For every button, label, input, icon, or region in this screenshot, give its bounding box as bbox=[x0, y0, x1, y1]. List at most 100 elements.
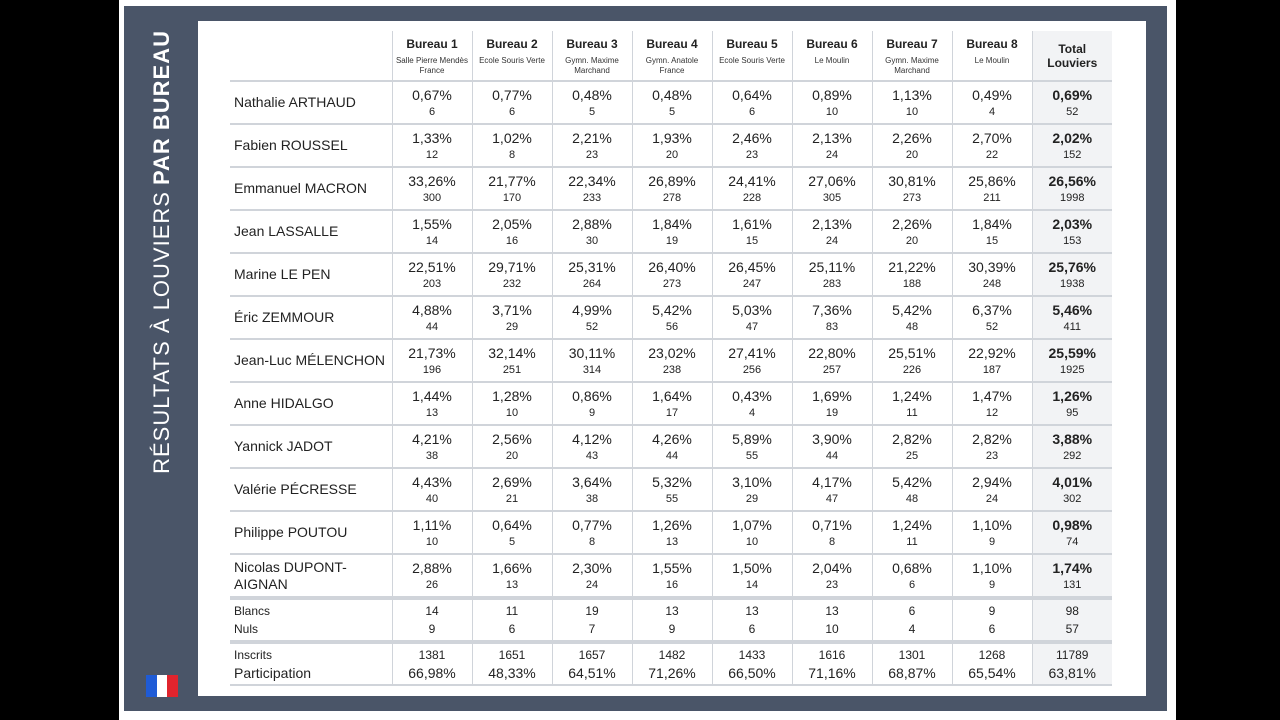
result-cell: 13 6 bbox=[711, 598, 792, 644]
vote-percent: 22,80% bbox=[808, 344, 856, 361]
vote-percent: 3,88% bbox=[1052, 430, 1093, 447]
result-cell: 1,33% 12 bbox=[391, 124, 472, 168]
vote-count: 14 bbox=[745, 578, 759, 591]
value-1: 1268 bbox=[978, 648, 1006, 662]
table-row-inscrits-participation: Inscrits Participation 1381 66,98% 1651 48,33… bbox=[230, 642, 1112, 686]
vote-count: 55 bbox=[745, 449, 759, 462]
result-cell: 22,34% 233 bbox=[551, 167, 632, 211]
table-row: Jean-Luc MÉLENCHON 21,73% 196 32,14% 251 30,1… bbox=[230, 339, 1112, 383]
vote-percent: 0,49% bbox=[972, 86, 1012, 103]
vote-count: 13 bbox=[665, 535, 679, 548]
header-bureau-3: Bureau 3 Gymn. Maxime Marchand bbox=[551, 31, 632, 82]
result-cell: 0,48% 5 bbox=[551, 81, 632, 125]
vote-percent: 1,24% bbox=[892, 516, 932, 533]
vote-percent: 5,03% bbox=[732, 301, 772, 318]
candidate-name: Nicolas DUPONT-AIGNAN bbox=[230, 554, 392, 600]
vote-percent: 26,89% bbox=[648, 172, 696, 189]
vote-percent: 26,45% bbox=[728, 258, 776, 275]
vote-percent: 5,89% bbox=[732, 430, 772, 447]
vote-count: 23 bbox=[585, 148, 599, 161]
result-cell: 1433 66,50% bbox=[711, 642, 792, 686]
header-row: Bureau 1 Salle Pierre Mendès France Bureau… bbox=[230, 31, 1112, 82]
vote-count: 40 bbox=[425, 492, 439, 505]
result-cell: 27,41% 256 bbox=[711, 339, 792, 383]
vote-count: 23 bbox=[985, 449, 999, 462]
vote-count: 20 bbox=[905, 234, 919, 247]
vote-percent: 0,67% bbox=[412, 86, 452, 103]
vote-count: 38 bbox=[425, 449, 439, 462]
vote-percent: 26,40% bbox=[648, 258, 696, 275]
vote-percent: 25,51% bbox=[888, 344, 936, 361]
vote-percent: 2,69% bbox=[492, 473, 532, 490]
bureau-label: Bureau 5 bbox=[726, 37, 778, 51]
row-label: Nuls bbox=[234, 622, 259, 636]
total-cell: 25,59% 1925 bbox=[1031, 339, 1112, 383]
result-cell: 4,12% 43 bbox=[551, 425, 632, 469]
vote-count: 302 bbox=[1063, 492, 1082, 505]
vote-percent: 1,02% bbox=[492, 129, 532, 146]
result-cell: 4,88% 44 bbox=[391, 296, 472, 340]
flag-white-stripe bbox=[156, 675, 168, 697]
vote-percent: 4,12% bbox=[572, 430, 612, 447]
vote-percent: 1,26% bbox=[652, 516, 692, 533]
vote-count: 233 bbox=[582, 191, 602, 204]
vote-percent: 1,11% bbox=[412, 516, 452, 533]
vote-percent: 23,02% bbox=[648, 344, 696, 361]
vote-count: 43 bbox=[585, 449, 599, 462]
vote-count: 10 bbox=[425, 535, 439, 548]
vote-count: 56 bbox=[665, 320, 679, 333]
value-1: 19 bbox=[585, 604, 599, 618]
result-cell: 30,39% 248 bbox=[951, 253, 1032, 297]
total-cell: 4,01% 302 bbox=[1031, 468, 1112, 512]
vote-count: 153 bbox=[1063, 234, 1082, 247]
header-bureau-8: Bureau 8 Le Moulin bbox=[951, 31, 1032, 82]
vote-count: 232 bbox=[502, 277, 522, 290]
result-cell: 1,64% 17 bbox=[631, 382, 712, 426]
result-cell: 1,61% 15 bbox=[711, 210, 792, 254]
value-2: 64,51% bbox=[568, 665, 616, 681]
candidate-name: Marine LE PEN bbox=[230, 253, 392, 297]
bureau-label: Bureau 2 bbox=[486, 37, 538, 51]
value-2: 71,26% bbox=[648, 665, 696, 681]
header-bureau-7: Bureau 7 Gymn. Maxime Marchand bbox=[871, 31, 952, 82]
vote-percent: 1,44% bbox=[412, 387, 452, 404]
value-2: 66,50% bbox=[728, 665, 776, 681]
bureau-location: Le Moulin bbox=[974, 56, 1010, 65]
vote-count: 6 bbox=[508, 105, 516, 118]
header-bureau-2: Bureau 2 Ecole Souris Verte bbox=[471, 31, 552, 82]
bureau-label: Bureau 1 bbox=[406, 37, 458, 51]
vote-percent: 2,88% bbox=[412, 559, 452, 576]
vote-count: 24 bbox=[825, 148, 839, 161]
vote-count: 47 bbox=[745, 320, 759, 333]
result-cell: 5,42% 48 bbox=[871, 468, 952, 512]
result-cell: 2,46% 23 bbox=[711, 124, 792, 168]
bureau-label: Bureau 8 bbox=[966, 37, 1018, 51]
vote-count: 1998 bbox=[1060, 191, 1085, 204]
value-2: 65,54% bbox=[968, 665, 1016, 681]
value-1: 9 bbox=[988, 604, 996, 618]
vote-count: 44 bbox=[825, 449, 839, 462]
vote-count: 8 bbox=[828, 535, 836, 548]
result-cell: 2,56% 20 bbox=[471, 425, 552, 469]
vote-count: 17 bbox=[665, 406, 679, 419]
vote-percent: 4,26% bbox=[652, 430, 692, 447]
vote-percent: 0,64% bbox=[732, 86, 772, 103]
vote-percent: 22,92% bbox=[968, 344, 1016, 361]
value-1: 1433 bbox=[738, 648, 766, 662]
vote-count: 278 bbox=[662, 191, 682, 204]
table-row: Nicolas DUPONT-AIGNAN 2,88% 26 1,66% 13 2,30%… bbox=[230, 554, 1112, 600]
result-cell: 5,42% 48 bbox=[871, 296, 952, 340]
flag-blue-stripe bbox=[146, 675, 157, 697]
result-cell: 21,22% 188 bbox=[871, 253, 952, 297]
vote-count: 273 bbox=[662, 277, 682, 290]
vote-count: 95 bbox=[1066, 406, 1079, 419]
result-cell: 1651 48,33% bbox=[471, 642, 552, 686]
vote-count: 55 bbox=[665, 492, 679, 505]
bureau-location: Ecole Souris Verte bbox=[719, 56, 785, 65]
value-2: 68,87% bbox=[888, 665, 936, 681]
result-cell: 5,32% 55 bbox=[631, 468, 712, 512]
value-2: 4 bbox=[908, 622, 916, 636]
candidate-name: Philippe POUTOU bbox=[230, 511, 392, 555]
result-cell: 1,11% 10 bbox=[391, 511, 472, 555]
title-bold: PAR BUREAU bbox=[149, 30, 174, 186]
